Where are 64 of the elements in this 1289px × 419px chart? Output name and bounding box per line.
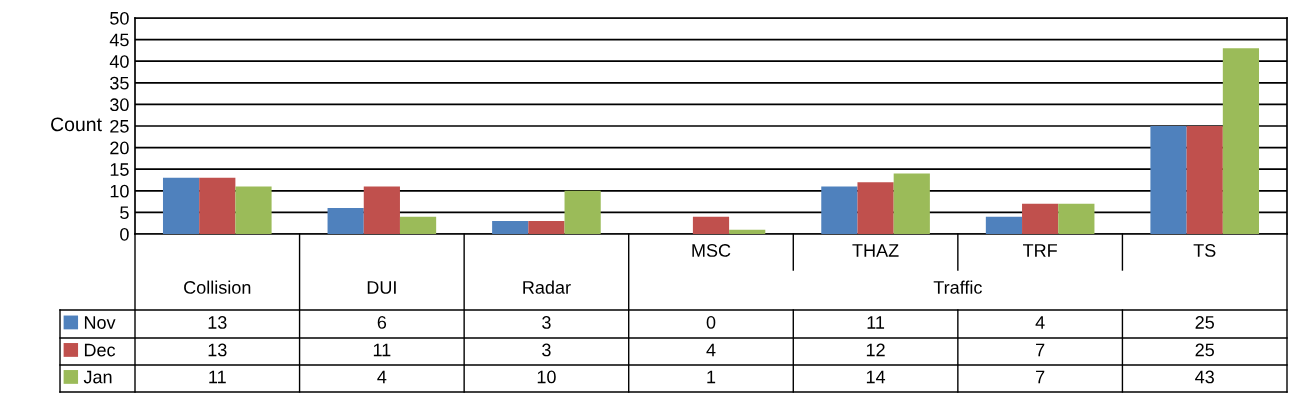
y-tick-label: 45	[109, 33, 129, 47]
bar	[235, 186, 272, 234]
data-label: 1	[707, 370, 716, 384]
y-tick-label: 25	[110, 119, 129, 133]
bar	[199, 177, 236, 234]
bar	[399, 216, 437, 234]
data-label: 7	[1036, 370, 1045, 384]
y-tick-label: 35	[110, 76, 129, 90]
data-label: 43	[1195, 370, 1214, 384]
data-label: 12	[866, 343, 885, 357]
bar	[1222, 48, 1260, 234]
bar	[857, 182, 894, 234]
y-tick-label: 5	[120, 206, 129, 220]
data-label: 11	[209, 370, 226, 384]
bar	[1058, 203, 1095, 234]
bar	[564, 190, 601, 234]
y-tick-label: 30	[110, 98, 129, 112]
data-label: 3	[542, 343, 551, 357]
data-label: 4	[706, 343, 716, 357]
bar	[492, 221, 529, 234]
y-tick-label: 0	[120, 227, 129, 241]
data-label: 0	[706, 316, 716, 329]
data-label: 13	[208, 343, 227, 357]
x-tick-label: DUI	[367, 281, 396, 294]
data-label: 11	[867, 316, 885, 329]
data-label: 25	[1195, 316, 1214, 329]
bar	[1022, 203, 1059, 234]
legend-label: Nov	[84, 316, 116, 329]
bar	[528, 221, 565, 234]
bar	[327, 208, 364, 234]
x-tick-label: TRF	[1023, 244, 1057, 257]
y-axis-title: Count	[51, 117, 102, 132]
y-tick-label: 10	[110, 184, 129, 198]
data-label: 7	[1036, 343, 1045, 357]
bar	[162, 177, 200, 234]
x-tick-label: TS	[1193, 244, 1216, 257]
y-tick-label: 40	[109, 55, 129, 68]
data-label: 4	[377, 370, 387, 384]
legend-label: Jan	[83, 370, 112, 384]
data-label: 25	[1195, 343, 1214, 357]
bar	[893, 173, 930, 234]
bar	[985, 216, 1023, 234]
bar	[1150, 126, 1187, 234]
y-tick-label: 20	[110, 141, 129, 155]
data-label: 6	[377, 316, 387, 329]
x-tick-label: THAZ	[852, 244, 899, 257]
bar	[363, 186, 400, 234]
data-label: 10	[537, 370, 556, 384]
data-label: 4	[1035, 316, 1045, 329]
y-tick-label: 50	[110, 11, 129, 25]
x-tick-label: MSC	[692, 244, 731, 257]
data-label: 14	[866, 370, 886, 384]
text: Traffic	[933, 280, 982, 294]
x-tick-label: Collision	[184, 280, 251, 294]
bar	[1186, 126, 1223, 234]
legend-label: Dec	[84, 343, 116, 357]
bar	[692, 216, 730, 234]
y-tick-label: 15	[110, 163, 129, 176]
data-label: 11	[373, 343, 391, 357]
data-label: 3	[542, 316, 551, 329]
data-label: 13	[208, 316, 227, 329]
bar	[821, 186, 858, 234]
bar	[729, 229, 766, 234]
x-tick-label: Radar	[523, 280, 571, 294]
